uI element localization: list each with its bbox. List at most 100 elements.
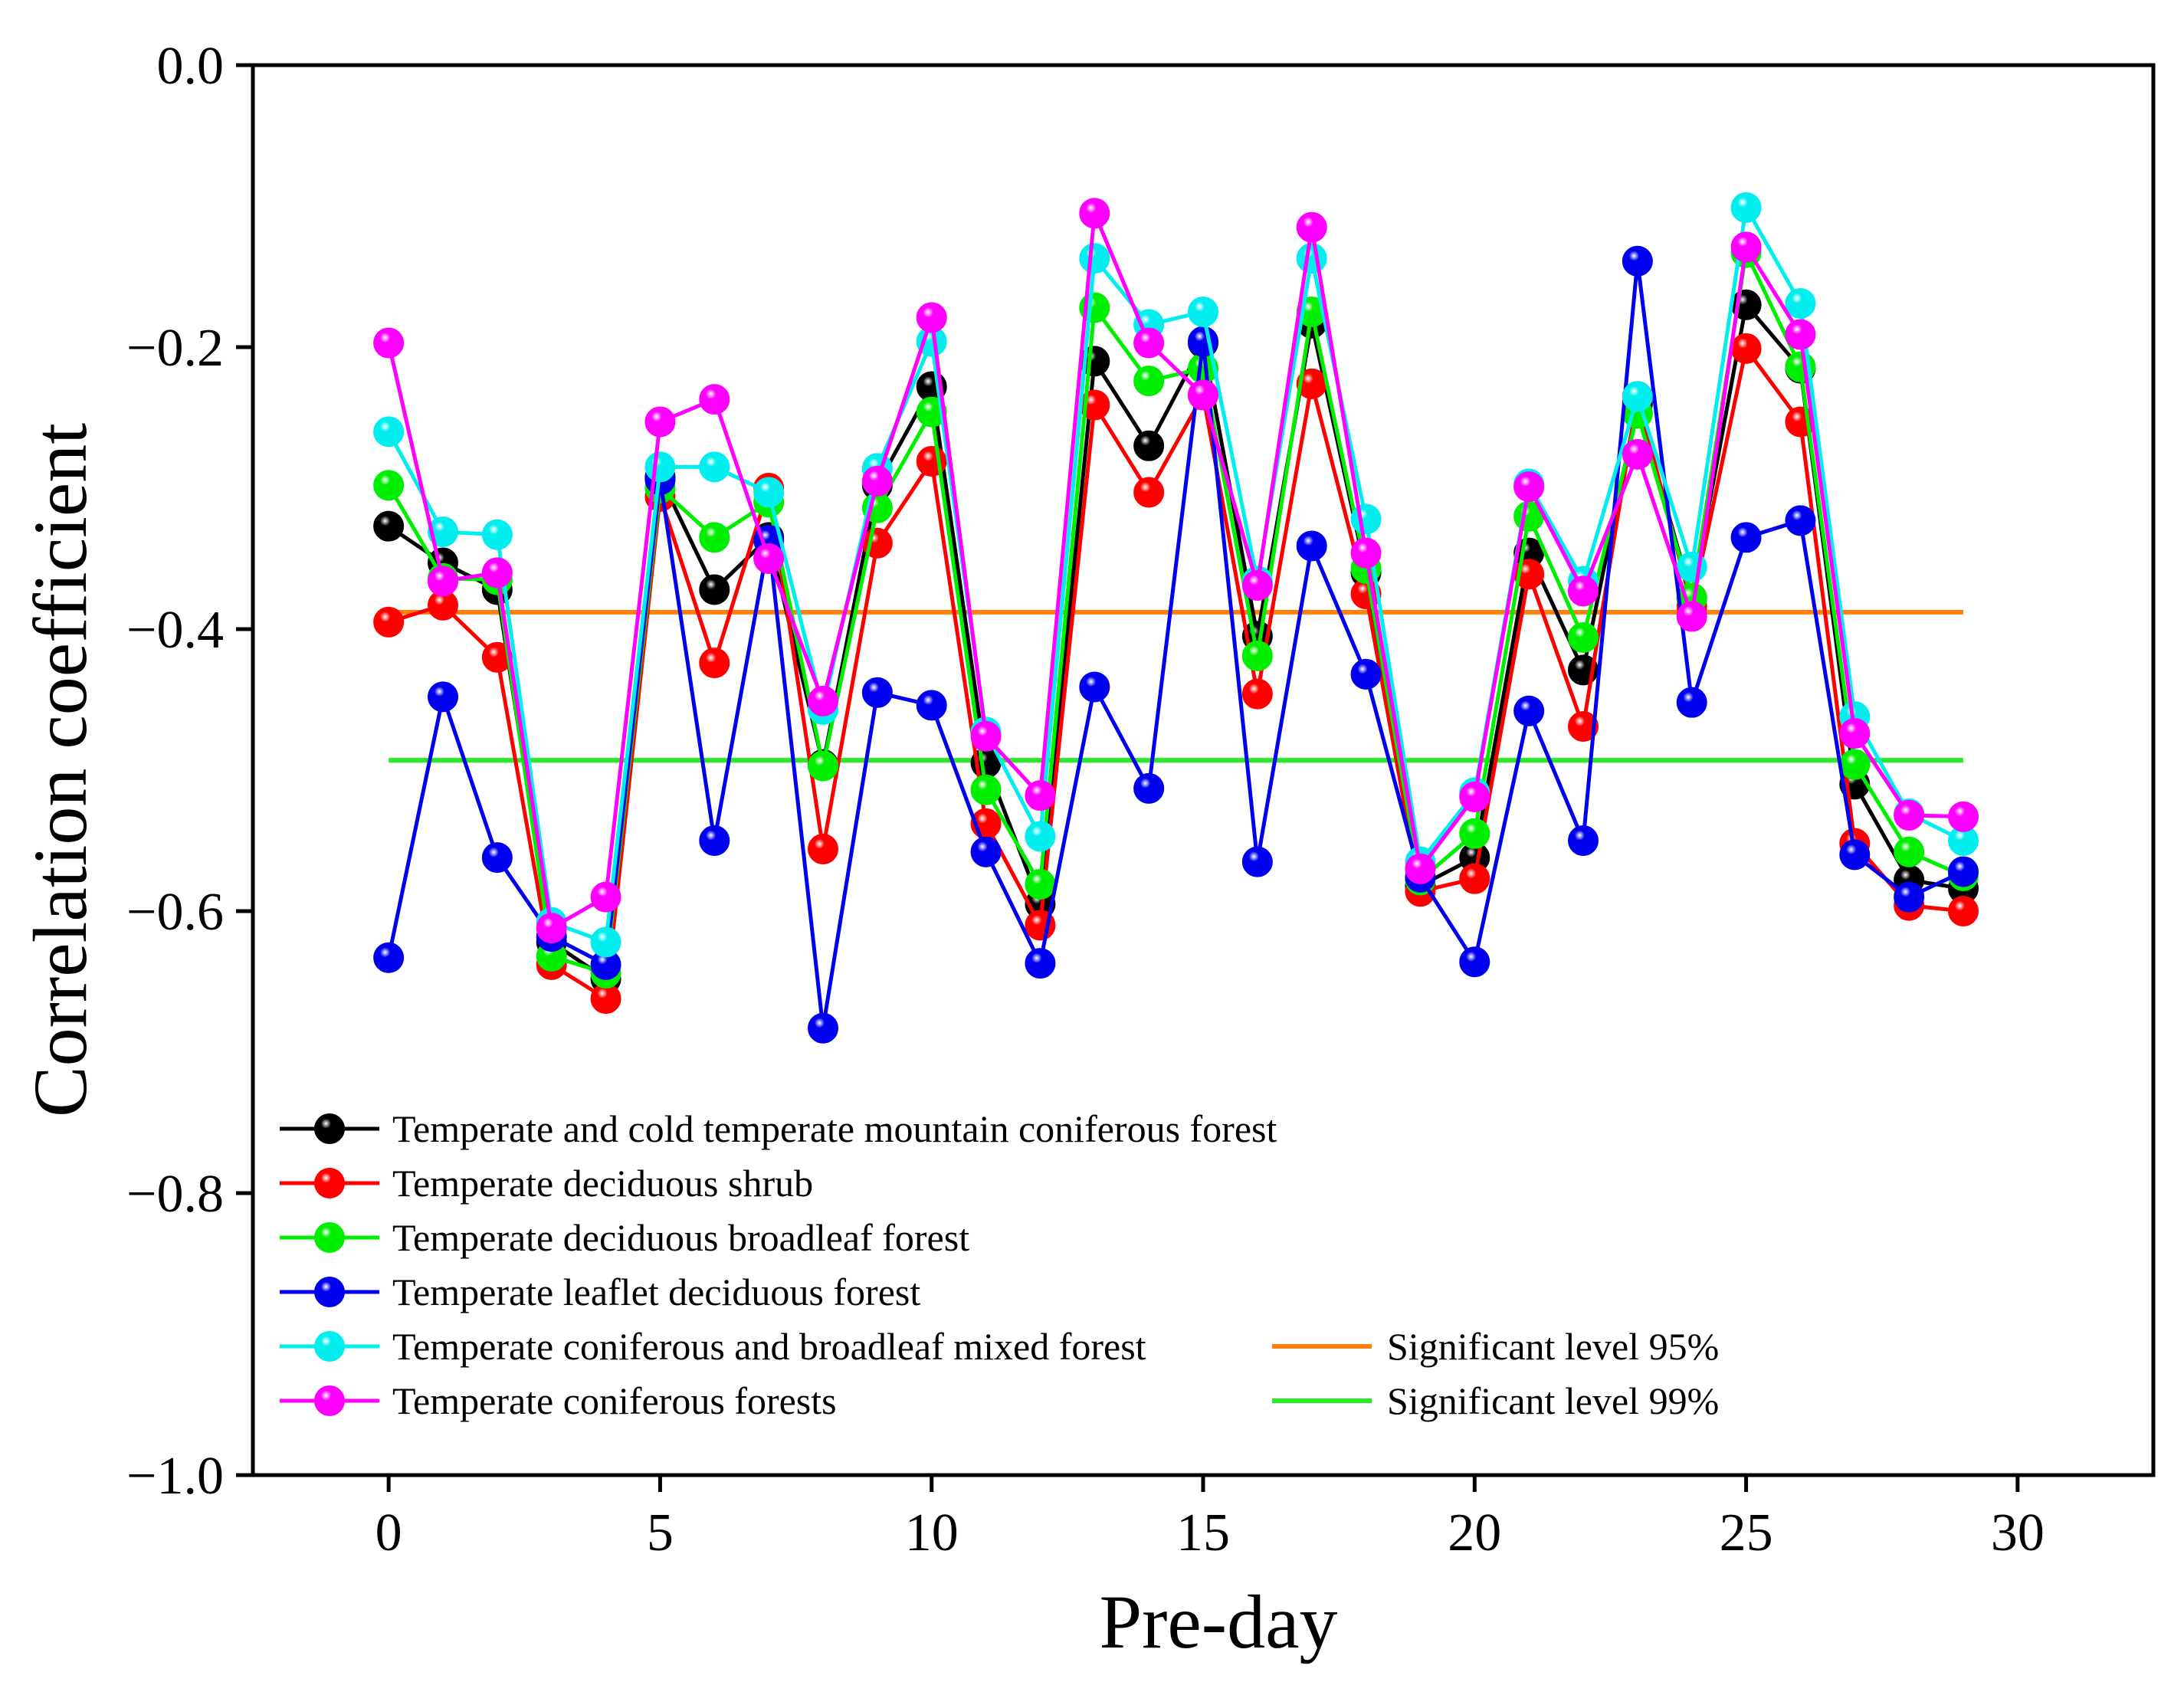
data-point — [1730, 192, 1762, 223]
data-point — [1188, 297, 1218, 327]
legend-item: Temperate and cold temperate mountain co… — [280, 1107, 1277, 1150]
series-4 — [373, 245, 1979, 1044]
data-point — [373, 327, 405, 359]
legend-label: Temperate coniferous forests — [392, 1379, 837, 1422]
legend-swatch-marker — [314, 1277, 345, 1307]
data-point — [1350, 658, 1382, 690]
data-point — [808, 1012, 838, 1044]
data-point — [1350, 503, 1382, 535]
data-point — [1676, 687, 1707, 718]
data-point — [970, 836, 1002, 867]
data-point — [1459, 863, 1490, 894]
data-point — [1188, 379, 1218, 411]
data-point — [481, 519, 513, 550]
data-point — [699, 384, 730, 415]
data-point — [1513, 471, 1545, 503]
data-point — [1839, 718, 1871, 749]
legend-item: Significant level 99% — [1272, 1379, 1719, 1422]
data-point — [1948, 801, 1979, 832]
data-point — [1296, 243, 1327, 274]
y-axis-title: Correlation coefficient — [18, 423, 103, 1117]
data-point — [699, 648, 730, 679]
data-point — [1025, 780, 1056, 811]
data-point — [1459, 818, 1490, 849]
data-point — [428, 566, 458, 597]
data-point — [1568, 622, 1599, 654]
series-line — [386, 205, 1965, 944]
legend-label: Temperate and cold temperate mountain co… — [392, 1107, 1277, 1150]
x-axis-title: Pre-day — [1100, 1579, 1338, 1664]
legend-item: Temperate coniferous and broadleaf mixed… — [280, 1325, 1146, 1368]
data-point — [1133, 366, 1165, 397]
legend-item: Temperate deciduous shrub — [280, 1162, 813, 1205]
legend-swatch-marker — [314, 1168, 345, 1198]
data-point — [1785, 505, 1816, 536]
data-point — [1513, 695, 1545, 726]
data-point — [481, 842, 513, 874]
data-point — [699, 574, 730, 605]
data-point — [1025, 948, 1056, 979]
data-point — [1459, 946, 1490, 978]
x-axis: 0 5 10 15 20 25 30 — [375, 1475, 2045, 1562]
y-tick-label: −0.8 — [126, 1165, 224, 1224]
y-tick-label: 0.0 — [157, 37, 225, 96]
data-point — [1568, 825, 1599, 856]
data-point — [916, 690, 947, 721]
y-tick-label: −1.0 — [126, 1447, 224, 1506]
data-point — [1079, 243, 1110, 274]
data-point — [808, 834, 838, 865]
data-point — [1241, 569, 1273, 601]
data-point — [1568, 710, 1599, 742]
data-point — [1133, 477, 1165, 508]
legend-swatch-marker — [314, 1113, 345, 1144]
data-point — [1622, 245, 1653, 277]
data-point — [1459, 781, 1490, 812]
data-point — [1894, 881, 1925, 913]
data-point — [1405, 853, 1436, 884]
data-point — [1894, 836, 1925, 867]
data-point — [1133, 430, 1165, 461]
series-line — [386, 211, 1964, 930]
legend-label: Temperate deciduous broadleaf forest — [392, 1216, 969, 1259]
data-point — [373, 510, 405, 542]
data-point — [1241, 846, 1273, 877]
data-point — [1296, 530, 1327, 562]
x-tick-label: 15 — [1176, 1503, 1230, 1562]
data-point — [373, 416, 405, 448]
data-point — [1133, 772, 1165, 804]
data-point — [1079, 198, 1110, 229]
data-point — [644, 406, 676, 438]
data-point — [590, 926, 621, 958]
data-point — [1730, 333, 1762, 364]
data-point — [1785, 319, 1816, 350]
data-point — [428, 681, 458, 713]
data-point — [1025, 821, 1056, 852]
legend-item: Temperate coniferous forests — [280, 1379, 837, 1422]
data-point — [699, 451, 730, 483]
data-point — [1948, 856, 1979, 887]
legend-item: Temperate leaflet deciduous forest — [280, 1271, 920, 1313]
data-series — [373, 192, 1979, 1044]
data-point — [1730, 231, 1762, 263]
data-point — [428, 516, 458, 548]
y-tick-label: −0.4 — [126, 601, 224, 660]
data-point — [1568, 575, 1599, 607]
data-point — [970, 774, 1002, 805]
legend: Temperate and cold temperate mountain co… — [280, 1107, 1719, 1422]
data-point — [1350, 537, 1382, 569]
data-point — [1839, 749, 1871, 780]
legend-swatch-marker — [314, 1331, 345, 1362]
data-point — [1296, 211, 1327, 243]
data-point — [1025, 869, 1056, 900]
y-tick-label: −0.6 — [126, 883, 224, 942]
data-point — [861, 465, 893, 497]
x-tick-label: 25 — [1720, 1503, 1773, 1562]
legend-label: Significant level 99% — [1387, 1379, 1719, 1422]
legend-item: Temperate deciduous broadleaf forest — [280, 1216, 969, 1259]
data-point — [808, 750, 838, 782]
data-point — [753, 543, 785, 574]
x-tick-label: 20 — [1448, 1503, 1501, 1562]
data-point — [1894, 799, 1925, 831]
legend-item: Significant level 95% — [1272, 1325, 1719, 1368]
